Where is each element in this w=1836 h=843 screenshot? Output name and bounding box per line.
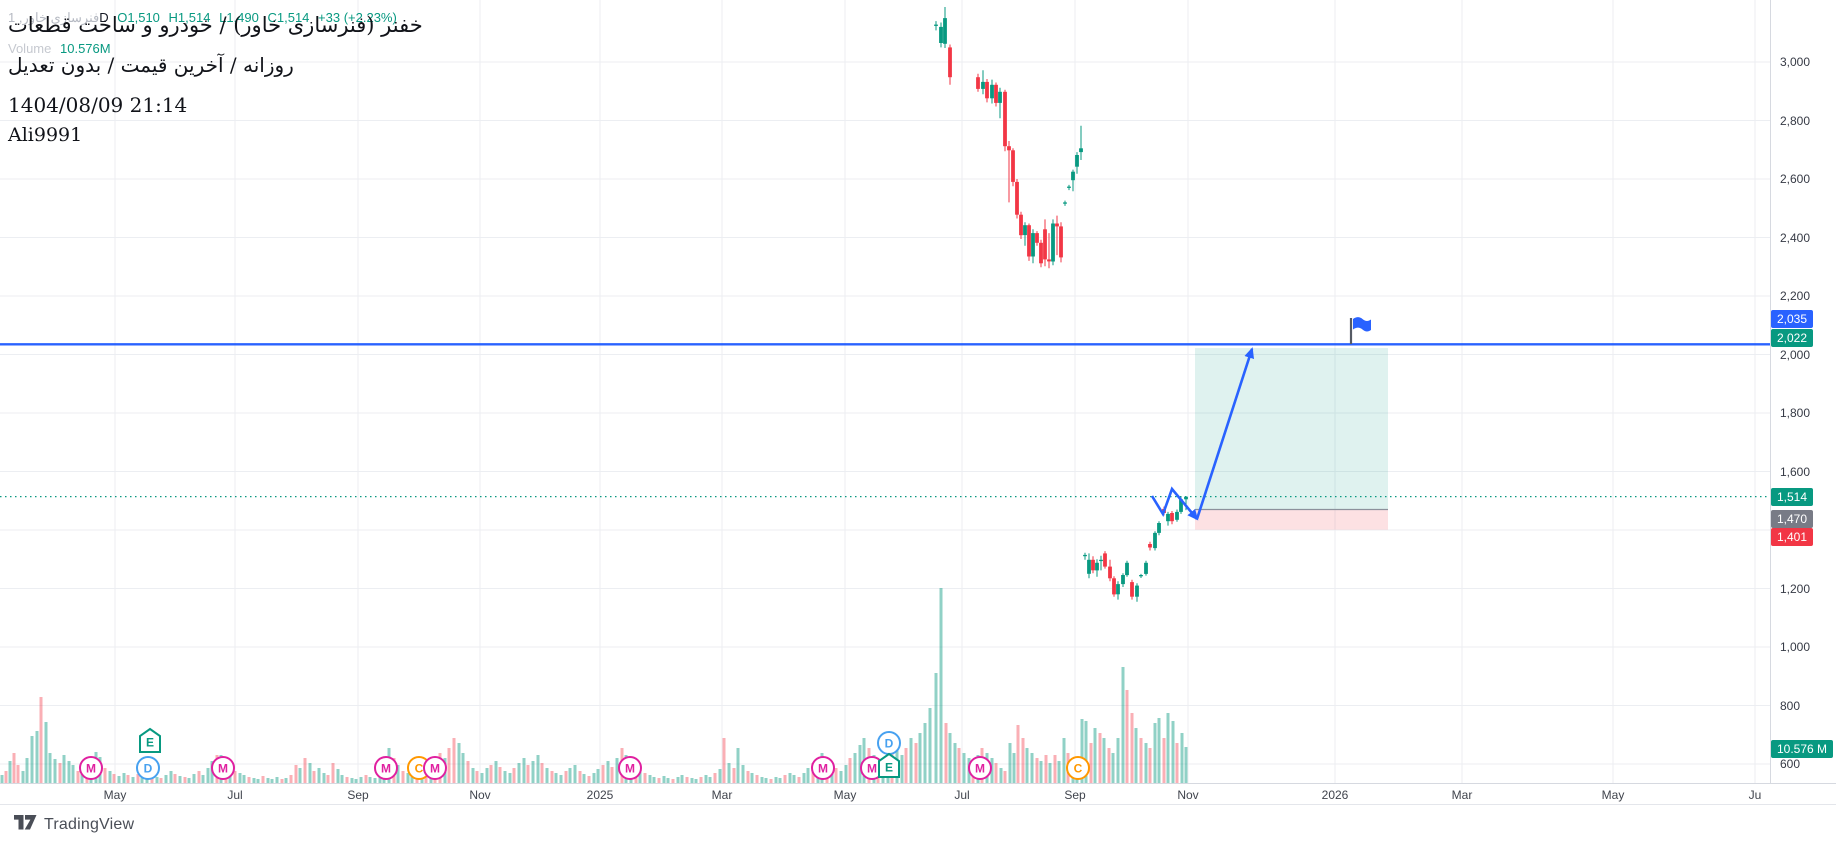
- time-tick-label: May: [1601, 788, 1625, 802]
- time-axis[interactable]: May Jul Sep Nov 2025 Mar May Jul Sep Nov 2026 Mar Ma…: [0, 783, 1836, 805]
- last-price-badge[interactable]: 1,514: [1771, 488, 1814, 506]
- svg-text:M: M: [975, 762, 985, 776]
- time-tick-label: Mar: [711, 788, 733, 802]
- price-tick-label: 2,800: [1780, 113, 1811, 128]
- tradingview-logo-icon: [14, 815, 37, 835]
- svg-text:D: D: [144, 762, 153, 776]
- low-value: L1,490: [219, 10, 259, 25]
- chart-subtitle: روزانه / آخرین قیمت / بدون تعدیل: [8, 53, 294, 77]
- svg-text:M: M: [381, 762, 391, 776]
- event-marker-icon: [1066, 756, 1090, 780]
- time-tick-label: Nov: [1177, 788, 1199, 802]
- time-tick-label: Jul: [227, 788, 243, 802]
- price-tick-label: 1,800: [1780, 406, 1811, 420]
- event-marker-icon: [374, 756, 398, 780]
- event-marker-icon: [136, 756, 160, 780]
- time-tick-label: Nov: [469, 788, 491, 802]
- time-tick-label: May: [103, 788, 127, 802]
- svg-text:E: E: [146, 736, 154, 750]
- svg-text:M: M: [867, 762, 877, 776]
- volume-label: Volume: [8, 41, 52, 56]
- grid-layer: [0, 0, 1770, 783]
- earnings-marker-icon: [139, 727, 161, 753]
- price-tick-label: 1,200: [1780, 581, 1811, 596]
- change-value: +33 (+2.23%): [318, 10, 397, 25]
- svg-text:E: E: [885, 761, 893, 775]
- interval-label: D: [99, 10, 109, 25]
- earnings-marker-icon: [878, 752, 900, 778]
- time-tick-label: 2026: [1321, 788, 1349, 802]
- event-marker-icon: [968, 756, 992, 780]
- time-tick-label: Sep: [347, 788, 369, 802]
- time-tick-label: May: [833, 788, 857, 802]
- symbol-legend: فنرسازی خاور, 1D O1,510 H1,514 L1,490 C1…: [8, 10, 397, 26]
- volume-layer: [0, 588, 1188, 783]
- price-tick-label: 3,000: [1780, 55, 1811, 69]
- price-tick-label: 600: [1780, 757, 1801, 771]
- candles-layer: [934, 7, 1188, 602]
- event-marker-icon: [79, 756, 103, 780]
- symbol-name: فنرسازی خاور, 1: [8, 10, 100, 25]
- tradingview-logo[interactable]: TradingView: [14, 812, 134, 838]
- plot-svg[interactable]: MED M M C M M M MDE M C: [0, 0, 1770, 783]
- alert-price-badge[interactable]: 2,035: [1771, 310, 1814, 328]
- price-tick-label: 800: [1780, 698, 1801, 713]
- volume-legend: Volume 10.576M: [8, 41, 111, 56]
- chart-datetime: 1404/08/09 21:14: [8, 93, 188, 117]
- volume-amount: 10.576M: [60, 41, 111, 56]
- svg-text:M: M: [818, 762, 828, 776]
- svg-text:C: C: [415, 762, 424, 776]
- time-tick-label: Sep: [1064, 788, 1086, 802]
- price-tick-label: 2,000: [1780, 347, 1811, 362]
- target-price-badge[interactable]: 2,022: [1771, 329, 1814, 347]
- event-marker-icon: [811, 756, 835, 780]
- time-tick-label: Jul: [954, 788, 970, 802]
- time-tick-label: 2025: [586, 788, 614, 802]
- svg-text:D: D: [885, 737, 894, 751]
- event-marker-icon: [618, 756, 642, 780]
- tradingview-logo-text: TradingView: [44, 816, 135, 833]
- time-tick-label: Ju: [1748, 788, 1762, 802]
- stop-price-badge[interactable]: 1,401: [1771, 528, 1814, 546]
- author-name: Ali9991: [8, 124, 83, 146]
- svg-text:C: C: [1074, 762, 1083, 776]
- price-tick-label: 1,600: [1780, 464, 1811, 479]
- event-markers[interactable]: MED M M C M M M MDE M C: [79, 727, 1090, 780]
- svg-text:M: M: [218, 762, 228, 776]
- time-tick-label: Mar: [1451, 788, 1473, 802]
- close-value: C1,514: [267, 10, 310, 25]
- svg-text:M: M: [86, 762, 96, 776]
- price-tick-label: 2,200: [1780, 289, 1811, 303]
- svg-text:M: M: [625, 762, 635, 776]
- chart-title: خفنر (فنرسازی خاور) / خودرو و ساخت قطعات: [8, 13, 423, 37]
- trend-arrow[interactable]: [1150, 347, 1254, 521]
- svg-text:M: M: [430, 762, 440, 776]
- event-marker-icon: [211, 756, 235, 780]
- price-axis[interactable]: 3,000 2,800 2,600 2,400 2,200 2,000 1,800 1,600…: [1770, 0, 1836, 805]
- price-tick-label: 2,400: [1780, 230, 1811, 245]
- high-value: H1,514: [168, 10, 211, 25]
- price-tick-label: 1,000: [1780, 640, 1811, 654]
- event-marker-icon: [423, 756, 447, 780]
- entry-price-badge[interactable]: 1,470: [1771, 510, 1814, 528]
- volume-value-badge[interactable]: 10.576 M: [1771, 740, 1834, 758]
- flag-icon[interactable]: [1349, 317, 1371, 344]
- price-tick-label: 2,600: [1780, 172, 1811, 186]
- open-value: O1,510: [117, 10, 160, 25]
